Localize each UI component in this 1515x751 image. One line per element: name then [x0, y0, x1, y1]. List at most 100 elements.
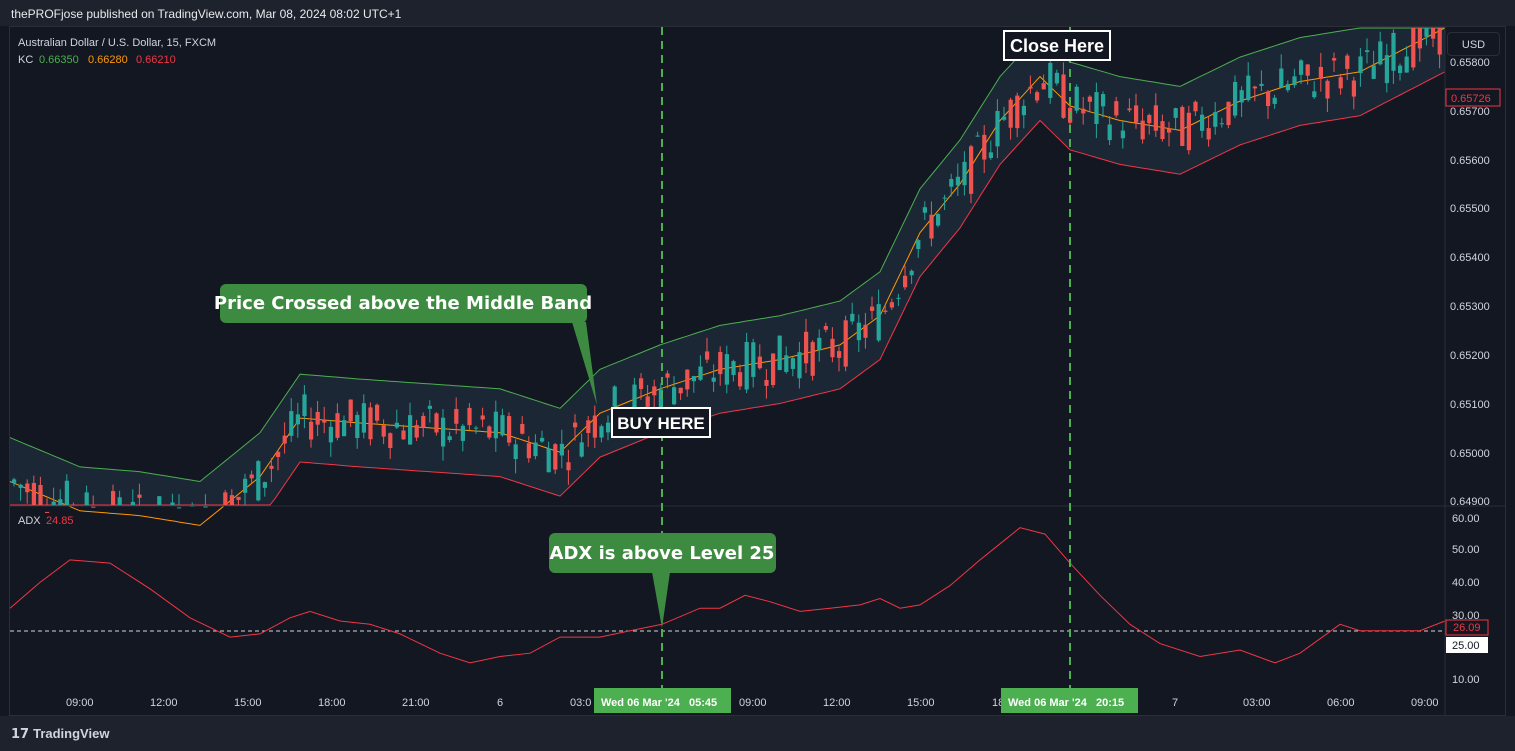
candle-body: [394, 422, 399, 428]
candle-body: [566, 462, 571, 471]
time-tick: 09:00: [66, 697, 94, 709]
candle-body: [1061, 74, 1066, 118]
candle-body: [1167, 128, 1172, 133]
candle-body: [355, 414, 360, 439]
candle-body: [612, 386, 617, 407]
candle-body: [170, 502, 175, 505]
adx-tick: 10.00: [1452, 674, 1480, 686]
kc-lower-value: 0.66210: [136, 54, 176, 66]
candle-body: [546, 448, 551, 473]
candle-body: [474, 427, 479, 429]
candle-body: [1107, 124, 1112, 141]
candle-body: [1193, 101, 1198, 112]
candle-body: [1015, 95, 1020, 129]
candle-body: [401, 430, 406, 440]
candle-body: [606, 422, 611, 433]
candle-body: [302, 394, 307, 417]
candle-body: [1035, 92, 1040, 101]
candle-body: [1213, 111, 1218, 127]
candle-body: [1332, 58, 1337, 61]
candle-body: [995, 110, 1000, 147]
candle-body: [731, 361, 736, 376]
candle-body: [639, 378, 644, 389]
candle-body: [348, 399, 353, 422]
candle-body: [1008, 99, 1013, 128]
candle-body: [454, 409, 459, 424]
candle-body: [830, 338, 835, 358]
candle-body: [1299, 60, 1304, 75]
candle-body: [1120, 130, 1125, 139]
candle-body: [31, 482, 36, 505]
candle-body: [45, 511, 50, 513]
candle-body: [863, 324, 868, 338]
current-price-tag: [1445, 88, 1501, 107]
candle-body: [1002, 116, 1007, 120]
sell-time-label: Wed 06 Mar '24 20:15: [1008, 697, 1124, 709]
candle-body: [447, 436, 452, 440]
currency-button[interactable]: USD: [1447, 32, 1500, 56]
candle-body: [850, 313, 855, 322]
candle-body: [236, 496, 241, 500]
candle-body: [368, 407, 373, 440]
candle-body: [1094, 92, 1099, 124]
candle-body: [427, 405, 432, 409]
candle-body: [513, 444, 518, 460]
candle-body: [256, 461, 261, 501]
candle-body: [117, 497, 122, 505]
candle-body: [1081, 108, 1086, 114]
candle-body: [1239, 90, 1244, 103]
candle-body: [1266, 91, 1271, 107]
candle-body: [962, 161, 967, 186]
candle-body: [1338, 77, 1343, 89]
candle-body: [493, 411, 498, 439]
time-tick: 12:00: [823, 697, 851, 709]
adx-value: 24.85: [46, 515, 74, 527]
candle-body: [1101, 94, 1106, 107]
candle-body: [282, 435, 287, 444]
candle-body: [1411, 28, 1416, 68]
candle-body: [771, 353, 776, 386]
candle-body: [262, 482, 267, 488]
adx-level-tag: [1446, 637, 1488, 653]
candle-body: [1305, 64, 1310, 76]
candle-body: [658, 389, 663, 409]
candle-body: [1371, 65, 1376, 79]
candle-body: [665, 373, 670, 378]
candle-body: [652, 386, 657, 396]
candle-body: [922, 207, 927, 213]
candle-body: [949, 178, 954, 187]
adx-axis[interactable]: 60.00 50.00 40.00 30.00 10.00: [1452, 513, 1480, 686]
candle-body: [1384, 55, 1389, 84]
candle-body: [18, 484, 23, 488]
candle-body: [328, 426, 333, 443]
chart-frame[interactable]: [9, 26, 1506, 716]
candle-body: [883, 310, 888, 312]
candle-body: [1048, 62, 1053, 98]
candle-body: [388, 433, 393, 448]
price-tick: 0.65000: [1450, 448, 1490, 460]
candle-body: [982, 134, 987, 160]
candle-body: [685, 369, 690, 390]
candle-body: [856, 322, 861, 341]
price-tick: 0.65800: [1450, 57, 1490, 69]
footer-bar: [0, 716, 1515, 751]
candle-body: [460, 425, 465, 441]
adx-above-callout: ADX is above Level 25: [549, 533, 776, 628]
candle-body: [632, 384, 637, 410]
candle-body: [111, 491, 116, 505]
candle-body: [408, 415, 413, 445]
candle-body: [507, 416, 512, 443]
time-tick: 06:00: [1327, 697, 1355, 709]
candle-body: [64, 480, 69, 505]
candle-body: [718, 351, 723, 375]
price-tick: 0.65700: [1450, 106, 1490, 118]
time-axis[interactable]: 09:00 12:00 15:00 18:00 21:00 6 03:0 09:…: [66, 697, 1439, 709]
candle-body: [1219, 123, 1224, 125]
tradingview-logo[interactable]: 17 TradingView: [11, 726, 109, 742]
price-axis[interactable]: 0.65800 0.65700 0.65600 0.65500 0.65400 …: [1450, 57, 1490, 508]
adx-tick: 30.00: [1452, 610, 1480, 622]
candle-body: [843, 320, 848, 367]
candle-body: [269, 465, 274, 469]
candle-body: [229, 495, 234, 505]
